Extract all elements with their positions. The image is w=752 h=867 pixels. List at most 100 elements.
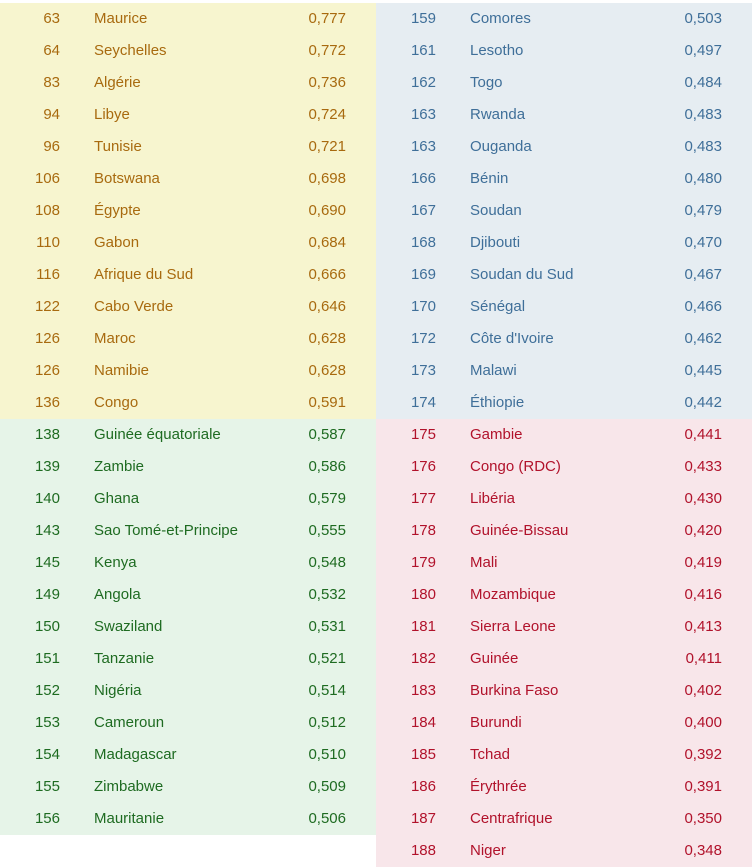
country-cell: Tanzanie: [94, 650, 155, 667]
value-cell: 0,445: [684, 362, 722, 379]
rank-cell: 126: [34, 330, 60, 347]
country-cell: Tchad: [470, 746, 511, 763]
table-row: 63 Maurice 0,777: [0, 3, 376, 35]
value-cell: 0,586: [308, 458, 346, 475]
table-row: 174 Éthiopie 0,442: [376, 387, 752, 419]
value-cell: 0,721: [308, 138, 346, 155]
value-cell: 0,646: [308, 298, 346, 315]
rank-cell: 178: [410, 522, 436, 539]
country-cell: Zambie: [94, 458, 145, 475]
country-cell: Togo: [470, 74, 503, 91]
country-cell: Côte d'Ivoire: [470, 330, 554, 347]
country-cell: Angola: [94, 586, 141, 603]
rank-cell: 173: [410, 362, 436, 379]
rank-cell: 186: [410, 778, 436, 795]
country-cell: Libéria: [470, 490, 516, 507]
table-row: 126 Namibie 0,628: [0, 355, 376, 387]
country-cell: Sao Tomé-et-Principe: [94, 522, 238, 539]
value-cell: 0,724: [308, 106, 346, 123]
country-cell: Rwanda: [470, 106, 526, 123]
rank-cell: 185: [410, 746, 436, 763]
table-row: 178 Guinée-Bissau 0,420: [376, 515, 752, 547]
country-cell: Gambie: [470, 426, 523, 443]
rank-cell: 139: [34, 458, 60, 475]
table-row: 162 Togo 0,484: [376, 67, 752, 99]
value-cell: 0,514: [308, 682, 346, 699]
table-row: 151 Tanzanie 0,521: [0, 643, 376, 675]
rank-cell: 122: [34, 298, 60, 315]
rank-cell: 63: [43, 10, 60, 27]
table-row: 169 Soudan du Sud 0,467: [376, 259, 752, 291]
value-cell: 0,684: [308, 234, 346, 251]
table-row: 161 Lesotho 0,497: [376, 35, 752, 67]
value-cell: 0,430: [684, 490, 722, 507]
country-cell: Soudan: [470, 202, 522, 219]
country-cell: Djibouti: [470, 234, 521, 251]
rank-cell: 166: [410, 170, 436, 187]
value-cell: 0,506: [308, 810, 346, 827]
table-row: 126 Maroc 0,628: [0, 323, 376, 355]
country-cell: Gabon: [94, 234, 140, 251]
value-cell: 0,548: [308, 554, 346, 571]
table-row: 136 Congo 0,591: [0, 387, 376, 419]
value-cell: 0,350: [684, 810, 722, 827]
value-cell: 0,470: [684, 234, 722, 251]
value-cell: 0,391: [684, 778, 722, 795]
table-row: 181 Sierra Leone 0,413: [376, 611, 752, 643]
rank-cell: 64: [43, 42, 60, 59]
value-cell: 0,628: [308, 330, 346, 347]
country-cell: Maroc: [94, 330, 136, 347]
table-row: 143 Sao Tomé-et-Principe 0,555: [0, 515, 376, 547]
rank-cell: 182: [410, 650, 436, 667]
country-cell: Algérie: [94, 74, 141, 91]
value-cell: 0,579: [308, 490, 346, 507]
rank-cell: 94: [43, 106, 60, 123]
value-cell: 0,510: [308, 746, 346, 763]
rank-cell: 161: [410, 42, 436, 59]
table-row: 96 Tunisie 0,721: [0, 131, 376, 163]
rank-cell: 183: [410, 682, 436, 699]
country-cell: Érythrée: [470, 778, 527, 795]
value-cell: 0,736: [308, 74, 346, 91]
country-cell: Bénin: [470, 170, 509, 187]
value-cell: 0,483: [684, 138, 722, 155]
rank-cell: 154: [34, 746, 60, 763]
value-cell: 0,479: [684, 202, 722, 219]
value-cell: 0,512: [308, 714, 346, 731]
country-cell: Botswana: [94, 170, 160, 187]
table-row: 182 Guinée 0,411: [376, 643, 752, 675]
rank-cell: 110: [36, 234, 60, 251]
value-cell: 0,400: [684, 714, 722, 731]
value-cell: 0,433: [684, 458, 722, 475]
rank-cell: 176: [410, 458, 436, 475]
table-row: 116 Afrique du Sud 0,666: [0, 259, 376, 291]
value-cell: 0,442: [684, 394, 722, 411]
value-cell: 0,441: [684, 426, 722, 443]
rank-cell: 149: [34, 586, 60, 603]
right-column: 159 Comores 0,503 161 Lesotho 0,497 162 Togo 0,4…: [376, 3, 752, 867]
rank-cell: 184: [410, 714, 436, 731]
rank-cell: 116: [36, 266, 60, 283]
value-cell: 0,587: [308, 426, 346, 443]
rank-cell: 181: [410, 618, 436, 635]
rank-cell: 156: [34, 810, 60, 827]
value-cell: 0,348: [684, 842, 722, 859]
table-row: 163 Ouganda 0,483: [376, 131, 752, 163]
country-cell: Centrafrique: [470, 810, 553, 827]
rank-cell: 108: [34, 202, 60, 219]
rank-cell: 168: [410, 234, 436, 251]
table-row: 156 Mauritanie 0,506: [0, 803, 376, 835]
value-cell: 0,521: [308, 650, 346, 667]
country-cell: Ghana: [94, 490, 140, 507]
rank-cell: 140: [34, 490, 60, 507]
table-row: 152 Nigéria 0,514: [0, 675, 376, 707]
value-cell: 0,690: [308, 202, 346, 219]
table-row: 180 Mozambique 0,416: [376, 579, 752, 611]
country-cell: Madagascar: [94, 746, 177, 763]
value-cell: 0,462: [684, 330, 722, 347]
value-cell: 0,466: [684, 298, 722, 315]
table-row: 138 Guinée équatoriale 0,587: [0, 419, 376, 451]
country-cell: Malawi: [470, 362, 517, 379]
value-cell: 0,392: [684, 746, 722, 763]
rank-cell: 162: [410, 74, 436, 91]
